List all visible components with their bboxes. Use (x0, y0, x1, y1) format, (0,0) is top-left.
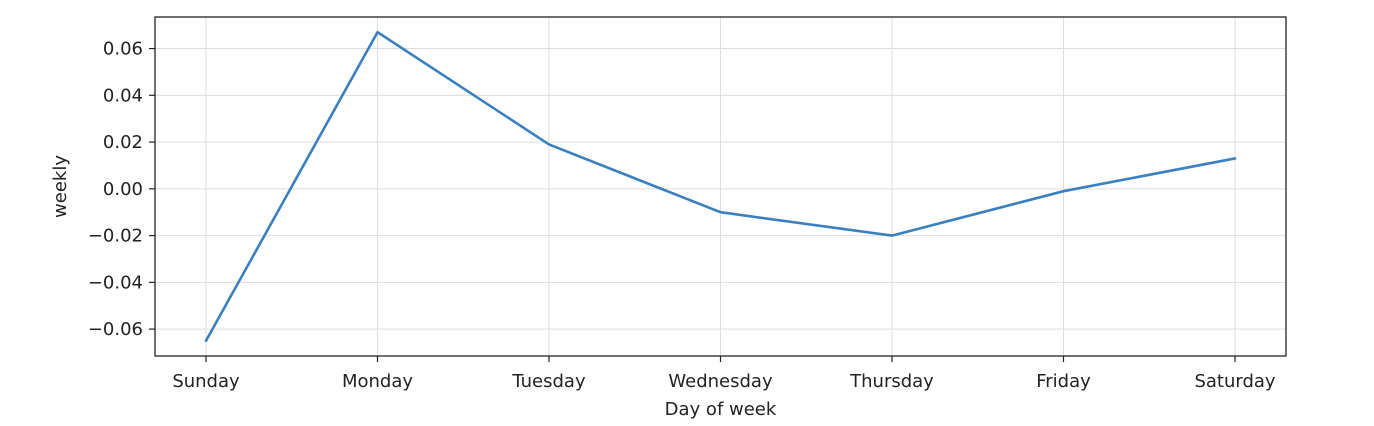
x-axis-label: Day of week (665, 399, 777, 420)
x-tick-label: Tuesday (511, 371, 586, 392)
x-tick-label: Monday (342, 371, 413, 392)
y-tick-label: −0.02 (88, 226, 143, 247)
x-tick-label: Friday (1036, 371, 1091, 392)
x-axis-ticks: Sunday Monday Tuesday Wednesday Thursday Frid… (172, 356, 1276, 392)
y-axis-ticks: −0.06 −0.04 −0.02 0.00 0.02 0.04 0.06 (88, 39, 155, 340)
series-lines (204, 30, 1237, 343)
x-tick-label: Sunday (172, 371, 240, 392)
y-tick-label: −0.04 (88, 272, 143, 293)
x-tick-label: Saturday (1194, 371, 1275, 392)
series-line (204, 30, 1237, 343)
y-tick-label: 0.02 (103, 132, 143, 153)
grid-lines (155, 17, 1286, 356)
y-tick-label: 0.06 (103, 39, 143, 60)
y-tick-label: −0.06 (88, 319, 143, 340)
y-axis-label: weekly (50, 155, 71, 218)
x-tick-label: Thursday (849, 371, 934, 392)
y-tick-label: 0.00 (103, 179, 143, 200)
y-tick-label: 0.04 (103, 85, 143, 106)
x-tick-label: Wednesday (668, 371, 773, 392)
